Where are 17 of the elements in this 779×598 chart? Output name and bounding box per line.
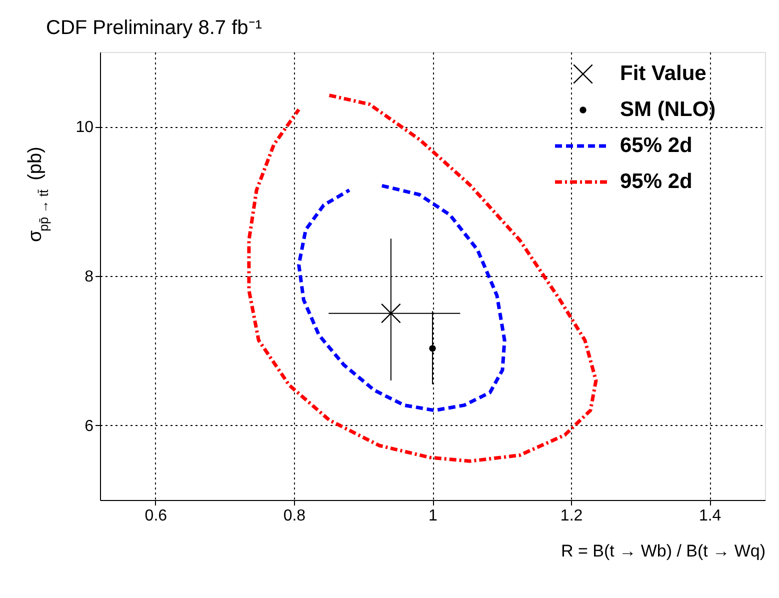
x-tick-label: 0.6 — [144, 508, 168, 524]
legend-label: SM (NLO) — [620, 98, 716, 121]
x-tick-label: 1.2 — [560, 508, 583, 524]
legend-label: 65% 2d — [620, 134, 692, 157]
x-axis-title: R = B(t → Wb) / B(t → Wq) — [561, 542, 766, 560]
line-series — [247, 94, 598, 463]
legend-label: Fit Value — [620, 62, 706, 85]
chart-title: CDF Preliminary 8.7 fb⁻¹ — [46, 17, 262, 39]
y-tick-label: 10 — [76, 119, 94, 136]
x-tick-label: 1 — [428, 508, 438, 524]
legend-label: 95% 2d — [620, 170, 692, 193]
line-series — [297, 184, 506, 412]
y-tick-label: 8 — [84, 268, 94, 286]
x-tick-label: 1.4 — [698, 508, 722, 524]
x-tick-label: 0.8 — [283, 508, 306, 524]
y-tick-label: 6 — [84, 418, 94, 435]
y-axis-title: σpp̄ → tt̄ (pb) — [25, 146, 51, 242]
